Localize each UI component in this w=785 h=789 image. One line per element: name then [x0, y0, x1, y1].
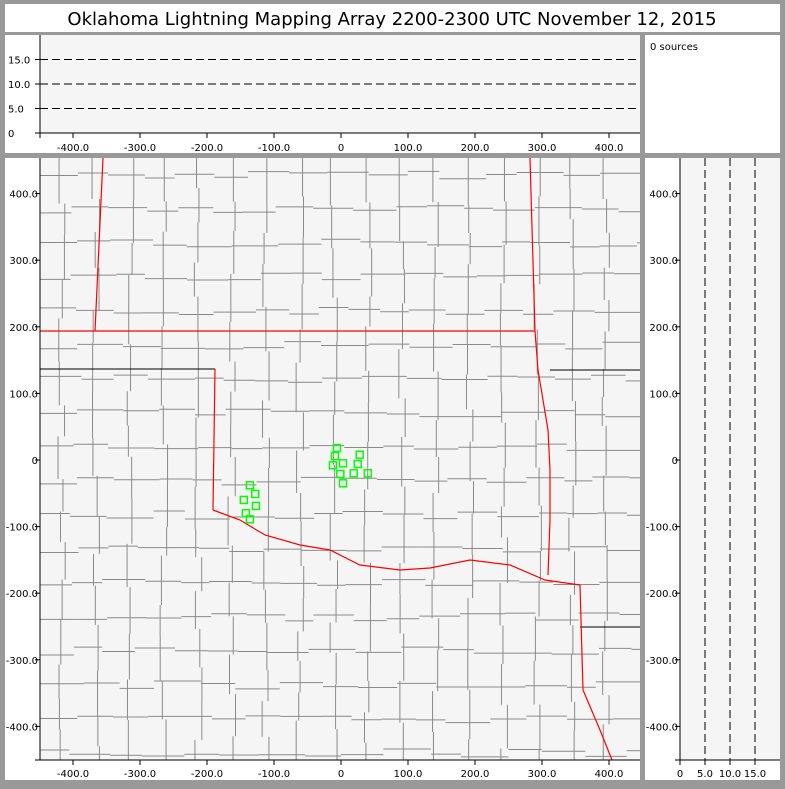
x-tick-label: 300.0: [528, 769, 557, 780]
plot-marks: -400.0 -300.0 -200.0 -100.0 0 100.0 200.0 300.0…: [6, 35, 780, 780]
y-tick-label: 0: [8, 129, 14, 140]
state-border-red: [212, 368, 216, 511]
station-marker: [363, 469, 373, 478]
y-tick-label: -200.0: [646, 589, 678, 600]
x-tick-label: 100.0: [394, 769, 423, 780]
station-marker: [332, 443, 342, 453]
x-tick-label: 5.0: [697, 769, 713, 780]
station-marker: [338, 479, 348, 488]
y-tick-label: 0: [32, 456, 38, 467]
x-tick-label: 400.0: [595, 769, 624, 780]
station-marker: [338, 459, 348, 468]
x-tick-label: 400.0: [595, 143, 624, 154]
y-tick-label: -300.0: [646, 656, 678, 667]
station-marker: [250, 489, 260, 499]
y-tick-label: 400.0: [649, 190, 678, 201]
x-tick-label: -300.0: [124, 769, 156, 780]
title-bar: [5, 4, 780, 32]
x-tick-label: -200.0: [191, 143, 223, 154]
station-marker: [336, 469, 345, 479]
station-marker: [245, 481, 255, 490]
x-tick-label: 200.0: [461, 143, 490, 154]
y-tick-label: 400.0: [9, 190, 38, 201]
y-tick-label: 15.0: [8, 56, 30, 67]
state-border-red: [212, 509, 581, 586]
y-tick-label: -400.0: [6, 722, 38, 733]
y-tick-label: -200.0: [6, 589, 38, 600]
x-tick-label: 0: [338, 769, 344, 780]
station-marker: [330, 451, 340, 461]
y-tick-label: 100.0: [9, 389, 38, 400]
y-tick-label: -400.0: [646, 722, 678, 733]
y-tick-label: -300.0: [6, 656, 38, 667]
x-tick-label: 0: [677, 769, 683, 780]
figure-title: Oklahoma Lightning Mapping Array 2200-23…: [67, 9, 716, 30]
x-tick-label: 0: [338, 143, 344, 154]
y-tick-label: 200.0: [9, 323, 38, 334]
source-count: 0 sources: [650, 42, 698, 53]
x-tick-label: -100.0: [258, 143, 290, 154]
x-tick-label: -200.0: [191, 769, 223, 780]
station-marker: [353, 459, 362, 469]
x-tick-label: 15.0: [744, 769, 766, 780]
x-tick-label: -400.0: [57, 769, 89, 780]
county-map: [40, 157, 640, 761]
y-tick-label: -100.0: [6, 523, 38, 534]
station-marker: [328, 461, 338, 470]
source-count-panel: [645, 35, 780, 153]
y-tick-label: 0: [672, 456, 678, 467]
state-border-red: [94, 157, 104, 332]
y-tick-label: 300.0: [649, 256, 678, 267]
station-marker: [355, 450, 365, 459]
state-border-red: [579, 584, 613, 761]
station-marker: [239, 495, 249, 505]
y-tick-label: 10.0: [8, 80, 30, 91]
station-marker: [349, 469, 358, 478]
state-border-red: [529, 157, 551, 576]
x-tick-label: 200.0: [461, 769, 490, 780]
station-marker: [251, 501, 261, 511]
x-tick-label: 100.0: [394, 143, 423, 154]
x-tick-label: -300.0: [124, 143, 156, 154]
x-tick-label: 10.0: [719, 769, 741, 780]
y-tick-label: 300.0: [9, 256, 38, 267]
y-tick-label: -100.0: [646, 523, 678, 534]
x-tick-label: -100.0: [258, 769, 290, 780]
x-tick-label: 300.0: [528, 143, 557, 154]
x-tick-label: -400.0: [57, 143, 89, 154]
y-tick-label: 200.0: [649, 323, 678, 334]
y-tick-label: 100.0: [649, 389, 678, 400]
station-marker: [245, 515, 255, 524]
y-tick-label: 5.0: [8, 105, 24, 116]
